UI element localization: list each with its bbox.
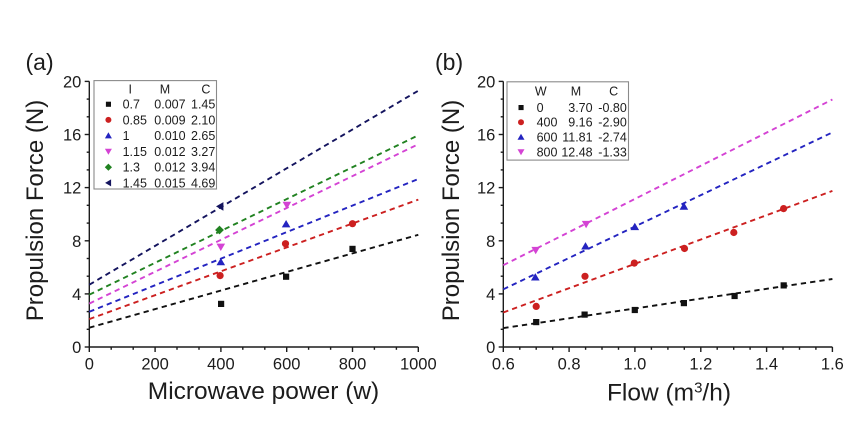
svg-text:W: W: [535, 84, 547, 98]
svg-text:400: 400: [537, 116, 558, 130]
svg-text:0.85: 0.85: [123, 113, 147, 127]
svg-text:11.81: 11.81: [562, 131, 592, 145]
svg-text:1000: 1000: [400, 356, 437, 374]
svg-text:0.6: 0.6: [492, 356, 515, 374]
svg-text:0.010: 0.010: [154, 129, 185, 143]
svg-text:12: 12: [63, 180, 81, 198]
svg-text:20: 20: [63, 73, 81, 91]
svg-text:-2.90: -2.90: [598, 116, 627, 130]
svg-text:0.012: 0.012: [154, 161, 185, 175]
svg-text:0.015: 0.015: [154, 176, 185, 190]
svg-text:Microwave power (w): Microwave power (w): [148, 378, 379, 405]
svg-text:0.009: 0.009: [154, 113, 185, 127]
svg-text:12.48: 12.48: [561, 145, 592, 159]
svg-text:0.007: 0.007: [154, 98, 185, 112]
svg-text:800: 800: [339, 356, 367, 374]
svg-text:1.4: 1.4: [755, 356, 778, 374]
svg-text:Propulsion Force (N): Propulsion Force (N): [22, 100, 49, 321]
svg-text:4: 4: [486, 286, 495, 304]
svg-text:-2.74: -2.74: [598, 131, 627, 145]
svg-text:9.16: 9.16: [568, 116, 592, 130]
svg-text:8: 8: [72, 233, 81, 251]
svg-text:3.94: 3.94: [191, 161, 215, 175]
svg-text:C: C: [609, 84, 618, 98]
svg-text:0: 0: [72, 339, 81, 357]
svg-text:4.69: 4.69: [191, 176, 215, 190]
svg-text:200: 200: [141, 356, 169, 374]
svg-text:1.2: 1.2: [689, 356, 712, 374]
svg-text:0.8: 0.8: [558, 356, 581, 374]
svg-text:400: 400: [207, 356, 235, 374]
svg-text:2.10: 2.10: [191, 113, 215, 127]
svg-text:1.0: 1.0: [623, 356, 646, 374]
svg-text:1.45: 1.45: [123, 176, 147, 190]
svg-text:2.65: 2.65: [191, 129, 215, 143]
svg-text:(a): (a): [26, 49, 54, 75]
svg-text:M: M: [160, 82, 170, 96]
svg-text:600: 600: [273, 356, 301, 374]
svg-text:3.27: 3.27: [191, 145, 215, 159]
svg-text:1.6: 1.6: [821, 356, 844, 374]
svg-text:1: 1: [123, 129, 130, 143]
svg-text:0: 0: [486, 339, 495, 357]
svg-text:20: 20: [477, 73, 495, 91]
svg-text:0: 0: [537, 101, 544, 115]
svg-text:1.3: 1.3: [123, 161, 140, 175]
svg-text:Propulsion Force (N): Propulsion Force (N): [438, 100, 465, 321]
svg-text:(b): (b): [435, 49, 463, 75]
svg-text:C: C: [201, 82, 210, 96]
svg-text:-1.33: -1.33: [598, 145, 627, 159]
svg-text:0: 0: [85, 356, 94, 374]
svg-text:600: 600: [537, 131, 558, 145]
svg-text:-0.80: -0.80: [598, 101, 627, 115]
svg-text:4: 4: [72, 286, 81, 304]
svg-text:12: 12: [477, 180, 495, 198]
svg-text:I: I: [128, 82, 131, 96]
svg-text:800: 800: [537, 145, 558, 159]
svg-text:0.7: 0.7: [123, 98, 140, 112]
svg-text:3.70: 3.70: [568, 101, 592, 115]
svg-text:1.45: 1.45: [191, 98, 215, 112]
svg-text:1.15: 1.15: [123, 145, 147, 159]
svg-text:16: 16: [63, 127, 81, 145]
svg-text:8: 8: [486, 233, 495, 251]
svg-text:M: M: [571, 84, 581, 98]
svg-text:16: 16: [477, 127, 495, 145]
svg-text:0.012: 0.012: [154, 145, 185, 159]
svg-text:Flow (m3/h): Flow (m3/h): [607, 380, 731, 407]
